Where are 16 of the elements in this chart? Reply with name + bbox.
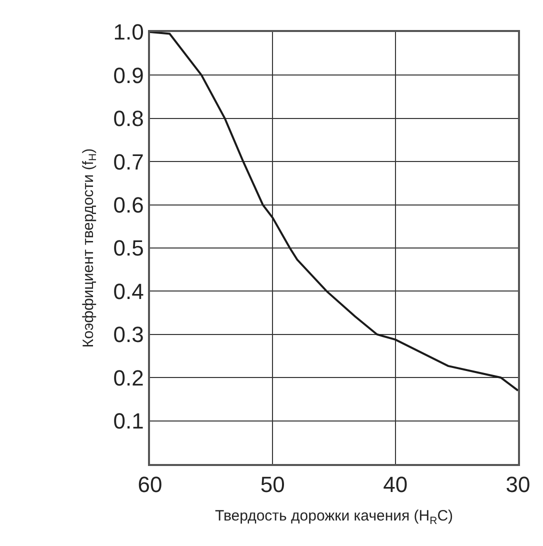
y-tick-label: 0.4 (113, 278, 144, 304)
line-series (150, 32, 518, 392)
y-tick-label: 0.9 (113, 62, 144, 88)
x-axis-title: Твердость дорожки качения (H$_{R}$C) (214, 508, 454, 527)
x-tick-label: 30 (506, 472, 530, 498)
y-tick-label: 0.1 (113, 408, 144, 434)
y-tick-label: 0.2 (113, 365, 144, 390)
x-tick-label: 40 (383, 472, 408, 498)
y-tick-label: 1.0 (113, 20, 144, 45)
x-tick-label: 50 (260, 472, 285, 498)
x-tick-label: 60 (138, 472, 162, 498)
y-tick-label: 0.8 (113, 106, 144, 132)
y-tick-label: 0.6 (113, 192, 144, 218)
y-tick-label: 0.7 (113, 149, 144, 174)
y-tick-label: 0.5 (113, 236, 144, 261)
y-tick-label: 0.3 (113, 322, 144, 348)
